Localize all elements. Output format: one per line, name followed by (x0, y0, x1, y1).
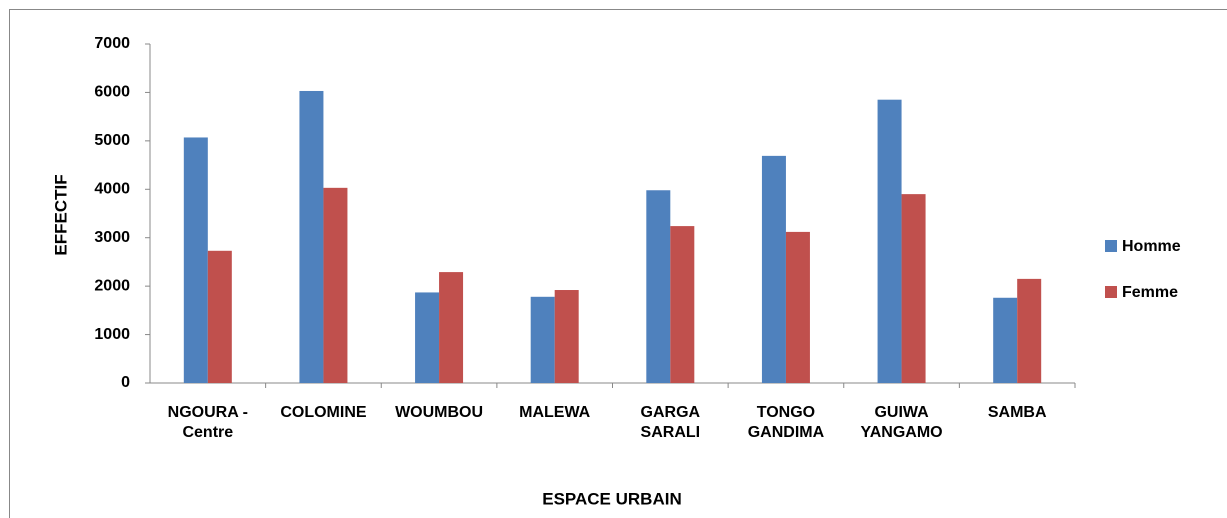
y-axis-title: EFFECTIF (51, 174, 70, 255)
y-tick-label: 6000 (94, 84, 130, 101)
bar (207, 250, 232, 383)
x-tick-label: TONGO GANDIMA (747, 404, 825, 441)
bar (785, 231, 810, 383)
x-tick-label: WOUMBOU (395, 404, 484, 421)
x-tick-label: NGOURA - Centre (167, 404, 248, 441)
x-tick-label: GARGA SARALI (640, 404, 701, 441)
bar (323, 187, 348, 383)
bar (901, 194, 926, 383)
x-axis-title: ESPACE URBAIN (542, 489, 681, 508)
bar (993, 297, 1018, 383)
x-tick-label: SAMBA (987, 404, 1047, 421)
y-tick-label: 4000 (94, 181, 130, 198)
bar (299, 90, 324, 384)
y-tick-label: 7000 (94, 35, 130, 52)
x-tick-label: GUIWA YANGAMO (860, 404, 943, 441)
bar (670, 226, 695, 383)
bar (183, 137, 208, 383)
bar (415, 292, 440, 383)
x-tick-label: MALEWA (519, 404, 591, 421)
bar (761, 155, 786, 383)
bar (439, 272, 464, 383)
bar (646, 190, 671, 383)
legend-swatch (1105, 286, 1117, 298)
legend-label: Femme (1122, 284, 1178, 301)
y-tick-label: 1000 (94, 326, 130, 343)
y-tick-label: 2000 (94, 277, 130, 294)
y-tick-label: 0 (121, 374, 130, 391)
bar (877, 99, 902, 383)
bar (1017, 278, 1042, 383)
legend-swatch (1105, 240, 1117, 252)
y-tick-label: 5000 (94, 132, 130, 149)
chart-border (9, 9, 1227, 518)
legend-label: Homme (1122, 238, 1181, 255)
bar (554, 290, 579, 383)
bar (530, 296, 555, 383)
x-tick-label: COLOMINE (280, 404, 367, 421)
y-tick-label: 3000 (94, 229, 130, 246)
